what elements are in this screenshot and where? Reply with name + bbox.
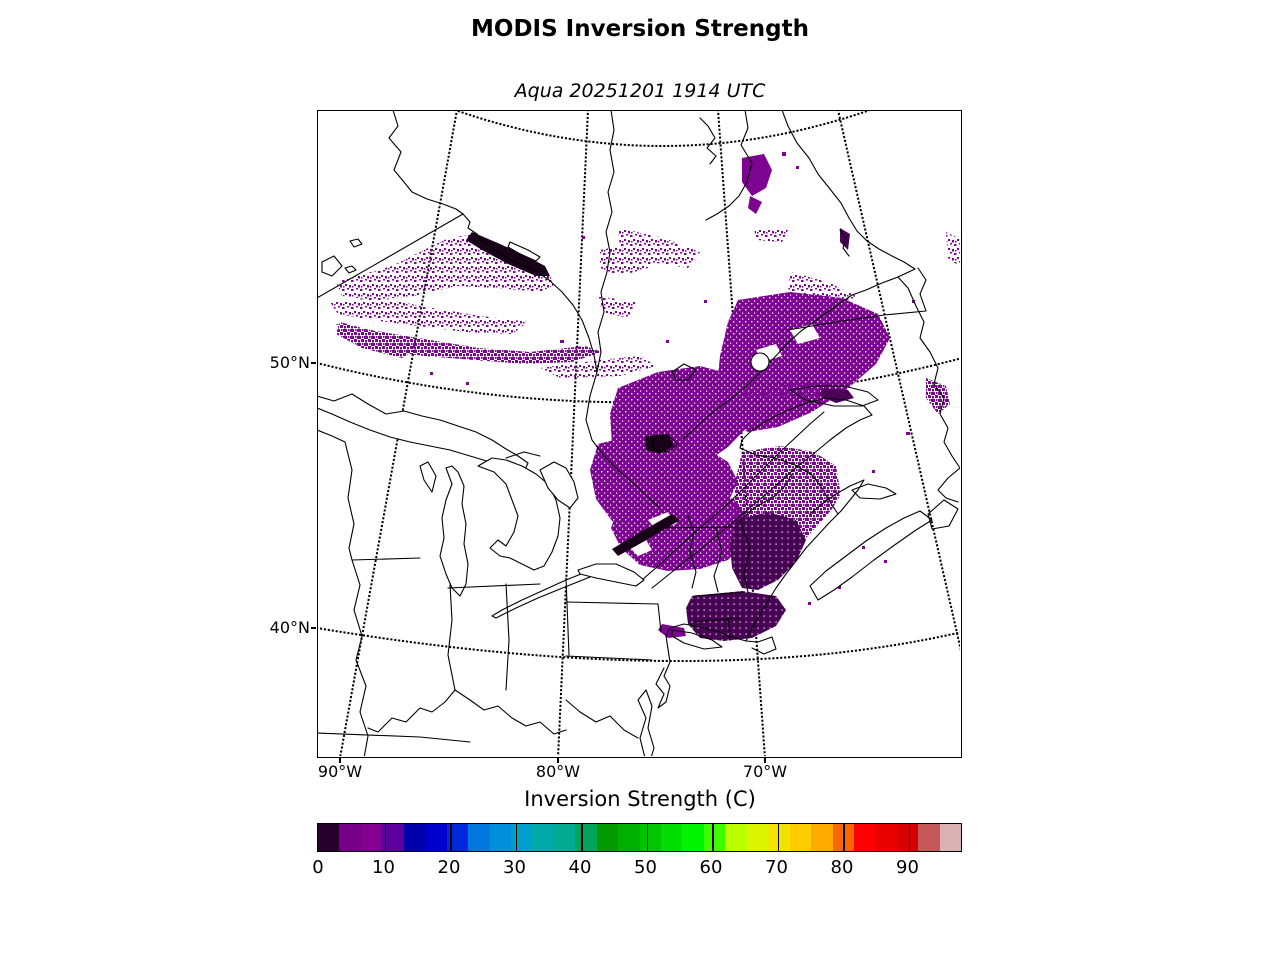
- xtick-label-80w: 80°W: [535, 762, 581, 781]
- colorbar-segment: [510, 824, 533, 851]
- colorbar-segment: [339, 824, 361, 851]
- colorbar-segment: [596, 824, 619, 851]
- colorbar-segment: [468, 824, 490, 851]
- xtick-90w: [339, 758, 341, 763]
- plot-subtitle: Aqua 20251201 1914 UTC: [514, 80, 766, 102]
- data-layer: [330, 152, 960, 641]
- colorbar-segment: [553, 824, 576, 851]
- colorbar-tick-label: 60: [699, 857, 723, 878]
- colorbar-tick-label: 80: [830, 857, 854, 878]
- colorbar-tick: [450, 824, 452, 851]
- colorbar-tick: [777, 824, 779, 851]
- colorbar-tick: [908, 824, 910, 851]
- colorbar-segment: [853, 824, 876, 851]
- colorbar-tick-label: 40: [568, 857, 592, 878]
- ytick-label-40n: 40°N: [269, 618, 310, 637]
- colorbar-segment: [811, 824, 833, 851]
- map-frame: [317, 110, 962, 758]
- colorbar-segment: [939, 824, 962, 851]
- colorbar-segment: [725, 824, 747, 851]
- map-canvas: [318, 111, 960, 756]
- colorbar-tick-label: 50: [634, 857, 657, 878]
- colorbar-tick-label: 90: [896, 857, 919, 878]
- colorbar-segment: [789, 824, 812, 851]
- colorbar-segment: [425, 824, 447, 851]
- colorbar-tick: [712, 824, 714, 851]
- colorbar-segment: [382, 824, 404, 851]
- colorbar-segment: [918, 824, 940, 851]
- xtick-80w: [557, 758, 559, 763]
- colorbar-segment: [403, 824, 426, 851]
- colorbar-tick: [646, 824, 648, 851]
- colorbar-segment: [489, 824, 511, 851]
- colorbar-segment: [661, 824, 683, 851]
- colorbar-segment: [318, 824, 340, 851]
- colorbar-segment: [446, 824, 469, 851]
- plot-title: MODIS Inversion Strength: [471, 16, 809, 42]
- colorbar-tick: [384, 824, 386, 851]
- colorbar-segment: [639, 824, 661, 851]
- colorbar-label: Inversion Strength (C): [524, 787, 756, 811]
- ytick-label-50n: 50°N: [269, 353, 310, 372]
- colorbar-tick-label: 10: [372, 857, 395, 878]
- colorbar: [317, 823, 962, 852]
- xtick-label-90w: 90°W: [317, 762, 363, 781]
- colorbar-tick-label: 70: [765, 857, 788, 878]
- colorbar-segment: [875, 824, 897, 851]
- colorbar-tick: [843, 824, 845, 851]
- colorbar-segment: [746, 824, 769, 851]
- xtick-label-70w: 70°W: [742, 762, 788, 781]
- xtick-70w: [764, 758, 766, 763]
- colorbar-tick: [581, 824, 583, 851]
- coastlines: [318, 111, 960, 756]
- colorbar-segment: [360, 824, 383, 851]
- ytick-40n: [311, 627, 316, 629]
- colorbar-tick: [515, 824, 517, 851]
- colorbar-tick-label: 30: [503, 857, 526, 878]
- colorbar-segment: [575, 824, 597, 851]
- ytick-50n: [311, 362, 316, 364]
- colorbar-segment: [618, 824, 640, 851]
- colorbar-segment: [682, 824, 704, 851]
- colorbar-segment: [896, 824, 919, 851]
- colorbar-segment: [532, 824, 554, 851]
- colorbar-tick-label: 20: [437, 857, 461, 878]
- colorbar-segment: [703, 824, 726, 851]
- colorbar-tick-label: 0: [312, 857, 324, 878]
